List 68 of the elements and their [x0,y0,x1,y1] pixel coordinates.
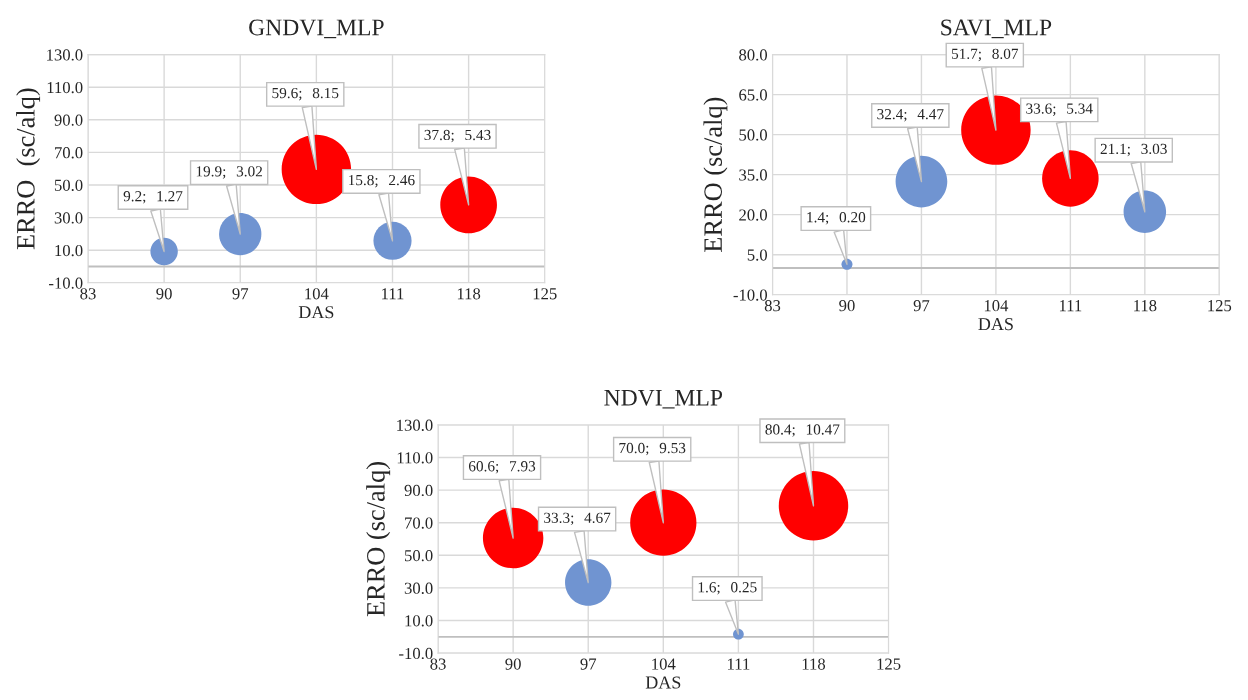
x-tick-label: 111 [382,288,404,300]
data-label: 1.6; 0.25 [698,582,757,595]
x-axis-title: DAS [298,306,334,319]
x-tick-label: 104 [984,300,1009,312]
y-tick-label: 20.0 [739,209,768,221]
x-tick-label: 125 [533,288,557,300]
data-label: 80.4; 10.47 [765,424,840,437]
y-tick-label: 130.0 [397,419,433,431]
y-tick-label: 30.0 [54,212,83,224]
x-tick-label: 111 [1059,300,1082,312]
x-tick-label: 97 [580,658,597,670]
data-label: 51.7; 8.07 [951,48,1019,62]
y-tick-label: 90.0 [54,114,83,126]
x-tick-label: 118 [457,288,481,300]
data-label: 15.8; 2.46 [349,174,415,188]
y-tick-label: 130.0 [47,49,83,61]
data-label: 70.0; 9.53 [619,442,686,456]
x-tick-label: 125 [1208,300,1232,312]
data-label: 19.9; 3.02 [196,166,263,179]
y-tick-label: 110.0 [47,81,83,94]
data-label: 59.6; 8.15 [272,87,339,101]
x-tick-label: 90 [505,658,521,670]
y-axis-title: ERRO (sc/alq) [16,88,41,250]
x-tick-label: 83 [430,658,446,670]
x-tick-label: 118 [802,658,826,670]
x-tick-label: 104 [652,658,676,670]
data-label: 9.2; 1.27 [123,191,183,204]
y-tick-label: 50.0 [739,129,768,141]
y-tick-label: 70.0 [55,147,83,159]
x-tick-label: 125 [877,658,901,670]
y-tick-label: 65.0 [739,89,768,101]
data-label: 33.3; 4.67 [544,512,611,526]
x-tick-label: 111 [727,658,750,670]
y-tick-label: -10.0 [49,277,83,289]
x-tick-label: 83 [764,300,781,312]
x-tick-label: 104 [305,288,329,300]
y-tick-label: 35.0 [739,169,768,181]
x-tick-label: 97 [232,288,249,300]
chart-title: NDVI_MLP [604,389,723,409]
x-tick-label: 90 [839,300,855,312]
data-label: 33.6; 5.34 [1026,103,1093,116]
y-tick-label: 90.0 [404,484,433,497]
x-axis-title: DAS [645,676,681,689]
y-tick-label: 30.0 [404,582,433,594]
data-label: 60.6; 7.93 [468,461,536,474]
y-tick-label: -10.0 [733,289,768,301]
x-tick-label: 97 [913,300,930,312]
y-tick-label: 50.0 [404,550,433,562]
y-axis-title: ERRO (sc/alq) [703,97,728,252]
chart-title: GNDVI_MLP [249,19,384,39]
x-tick-label: 90 [156,288,172,300]
y-tick-label: 50.0 [54,179,83,192]
x-tick-label: 118 [1134,300,1157,312]
data-label: 32.4; 4.47 [877,109,944,122]
data-label: 21.1; 3.03 [1100,143,1167,157]
data-label: 1.4; 0.20 [807,212,866,225]
y-tick-label: 80.0 [739,49,768,61]
y-tick-label: -10.0 [399,647,433,660]
x-axis-title: DAS [978,318,1013,331]
data-label: 37.8; 5.43 [424,129,491,143]
y-tick-label: 110.0 [397,452,433,464]
chart-title: SAVI_MLP [941,19,1052,39]
x-tick-label: 83 [80,288,96,300]
y-tick-label: 10.0 [405,615,433,627]
y-tick-label: 10.0 [55,244,83,257]
y-tick-label: 70.0 [405,517,433,529]
y-axis-title: ERRO (sc/alq) [366,462,391,617]
y-tick-label: 5.0 [747,249,768,261]
